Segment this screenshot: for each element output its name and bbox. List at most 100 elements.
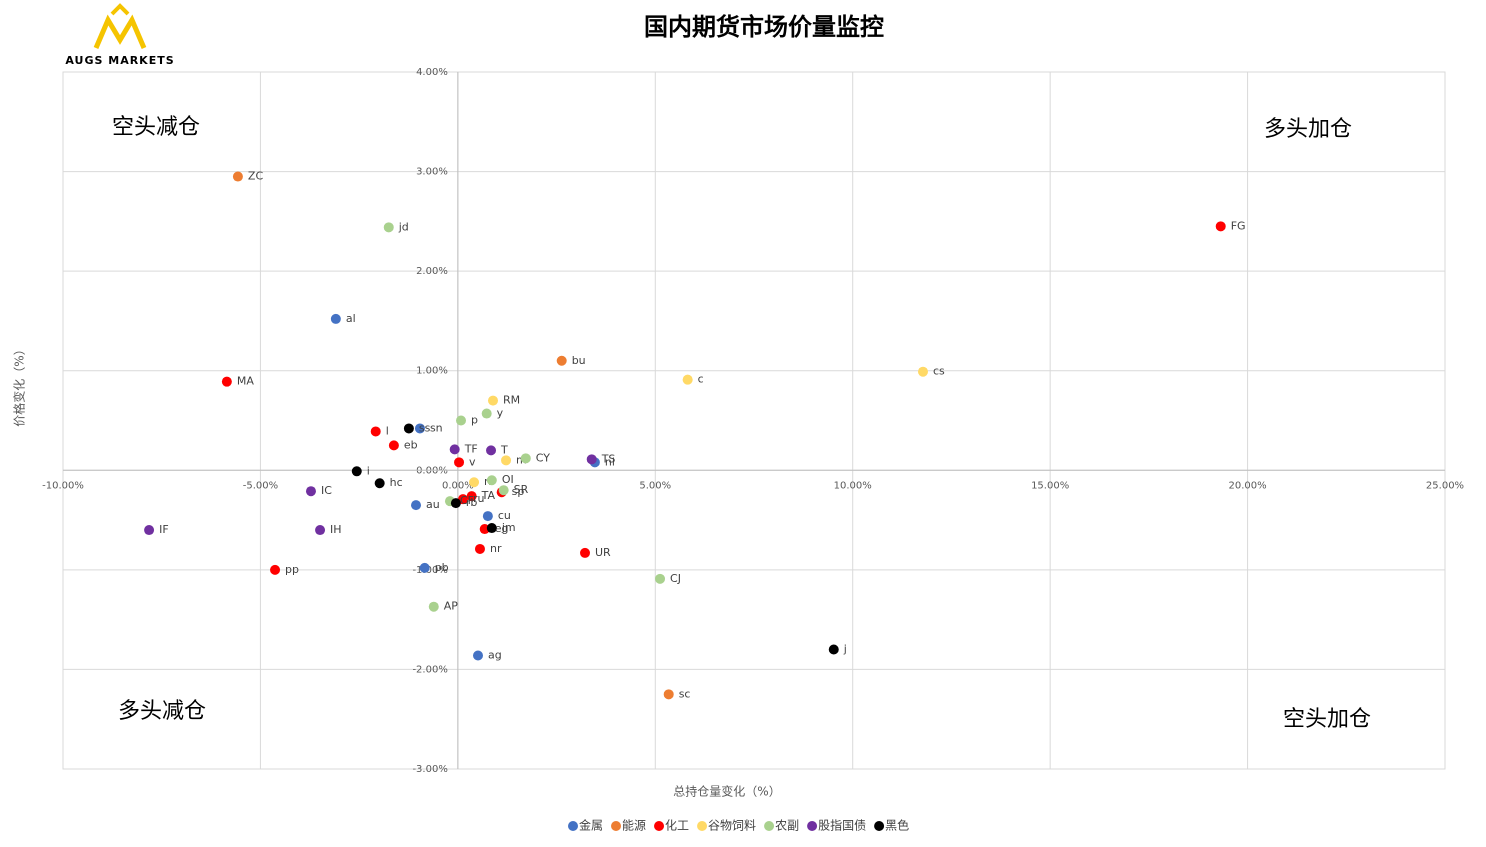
point-label: TS xyxy=(601,452,616,465)
legend-label: 谷物饲料 xyxy=(708,819,756,833)
point xyxy=(474,543,485,554)
point-label: c xyxy=(698,373,704,386)
point-label: T xyxy=(500,443,508,456)
quadrant-label: 多头加仓 xyxy=(1264,117,1352,142)
point-label: j xyxy=(843,643,847,656)
legend-label: 股指国债 xyxy=(818,818,866,833)
legend-label: 能源 xyxy=(622,819,646,833)
point-label: UR xyxy=(595,546,611,559)
point-label: jm xyxy=(501,521,516,534)
point xyxy=(370,426,381,437)
point xyxy=(482,511,493,522)
x-tick-label: 25.00% xyxy=(1426,480,1464,491)
chart-title: 国内期货市场价量监控 xyxy=(644,13,884,41)
point-label: au xyxy=(426,498,440,511)
point-label: ss xyxy=(419,421,431,434)
quadrant-label: 空头减仓 xyxy=(112,115,200,140)
point xyxy=(144,525,155,536)
point-label: cu xyxy=(498,509,511,522)
point xyxy=(486,523,497,534)
point xyxy=(449,444,460,455)
point-label: i xyxy=(367,464,370,477)
legend-marker xyxy=(654,821,665,831)
point-label: OI xyxy=(502,473,514,486)
point xyxy=(428,601,439,612)
point xyxy=(917,366,928,377)
point-label: MA xyxy=(237,375,254,388)
point-label: al xyxy=(346,312,356,325)
point xyxy=(520,453,531,464)
point-label: ag xyxy=(488,648,502,661)
legend-label: 黑色 xyxy=(885,819,909,833)
point-label: pb xyxy=(435,561,449,574)
point-label: hc xyxy=(390,476,403,489)
y-tick-label: 4.00% xyxy=(416,67,448,78)
legend-label: 化工 xyxy=(665,819,689,833)
point-label: TA xyxy=(481,489,496,502)
point-label: eg xyxy=(495,522,509,535)
point xyxy=(586,454,597,465)
point xyxy=(411,500,422,511)
point xyxy=(501,455,512,466)
point xyxy=(403,423,414,434)
x-tick-label: 5.00% xyxy=(639,480,671,491)
point xyxy=(383,222,394,233)
point-label: CF xyxy=(460,494,474,507)
point xyxy=(466,491,477,502)
point xyxy=(270,564,281,575)
point xyxy=(655,573,666,584)
point xyxy=(456,415,467,426)
quadrant-label: 多头减仓 xyxy=(118,699,206,724)
point xyxy=(388,440,399,451)
point-label: IH xyxy=(330,523,342,536)
point-label: rb xyxy=(466,496,478,509)
point-label: cs xyxy=(933,365,945,378)
y-tick-label: 2.00% xyxy=(416,266,448,277)
point xyxy=(315,525,326,536)
point-label: sp xyxy=(512,485,525,498)
legend-marker xyxy=(807,821,818,831)
point xyxy=(828,644,839,655)
point xyxy=(221,376,232,387)
point xyxy=(351,466,362,477)
point xyxy=(419,562,430,573)
logo-mark xyxy=(110,3,130,16)
x-tick-label: 10.00% xyxy=(834,480,872,491)
point-label: ru xyxy=(473,492,485,505)
point xyxy=(682,374,693,385)
point xyxy=(486,445,497,456)
legend-marker xyxy=(874,821,885,831)
point-label: ni xyxy=(605,455,615,468)
point-label: TF xyxy=(464,442,478,455)
point-label: CJ xyxy=(670,572,681,585)
point xyxy=(663,689,674,700)
x-tick-label: 15.00% xyxy=(1031,480,1069,491)
point xyxy=(414,423,425,434)
point-label: jd xyxy=(398,220,409,233)
point xyxy=(556,355,567,366)
point-label: AP xyxy=(444,600,459,613)
x-tick-label: -5.00% xyxy=(243,480,278,491)
point xyxy=(374,478,385,489)
point-label: eb xyxy=(404,438,418,451)
legend-marker xyxy=(611,821,622,831)
point xyxy=(580,547,591,558)
logo-text: AUGS MARKETS xyxy=(65,54,174,67)
legend-marker xyxy=(697,821,708,831)
point-label: l xyxy=(386,424,389,437)
legend-label: 金属 xyxy=(579,818,603,833)
point xyxy=(498,485,509,496)
point-label: sn xyxy=(430,421,443,434)
point-label: nr xyxy=(490,542,502,555)
point-label: v xyxy=(469,455,476,468)
x-tick-label: 20.00% xyxy=(1229,480,1267,491)
point xyxy=(481,408,492,419)
point-label: IF xyxy=(159,523,169,536)
y-tick-label: -2.00% xyxy=(412,664,447,675)
logo-mark xyxy=(93,14,147,49)
point-label: SR xyxy=(514,483,529,496)
point xyxy=(1215,221,1226,232)
y-axis-title: 价格变化（%） xyxy=(12,343,27,426)
